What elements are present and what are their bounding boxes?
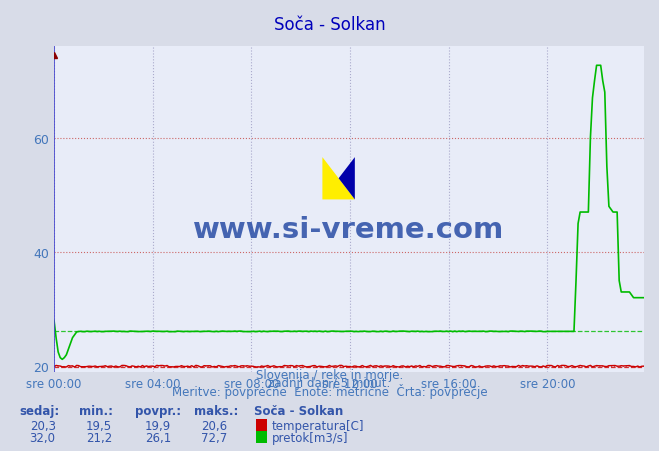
Text: 20,6: 20,6 [201,419,227,433]
Text: 72,7: 72,7 [201,431,227,444]
Polygon shape [322,158,355,200]
Text: zadnji dan / 5 minut.: zadnji dan / 5 minut. [268,377,391,390]
Text: Slovenija / reke in morje.: Slovenija / reke in morje. [256,368,403,381]
Text: 26,1: 26,1 [145,431,171,444]
Text: pretok[m3/s]: pretok[m3/s] [272,431,348,444]
Text: 19,5: 19,5 [86,419,112,433]
Text: min.:: min.: [79,404,113,417]
Text: Soča - Solkan: Soča - Solkan [273,16,386,34]
Text: Soča - Solkan: Soča - Solkan [254,404,343,417]
Text: temperatura[C]: temperatura[C] [272,419,364,433]
Text: 32,0: 32,0 [30,431,55,444]
Polygon shape [339,158,355,200]
Text: 21,2: 21,2 [86,431,112,444]
Text: 19,9: 19,9 [145,419,171,433]
Text: sedaj:: sedaj: [20,404,60,417]
Text: maks.:: maks.: [194,404,239,417]
Text: www.si-vreme.com: www.si-vreme.com [193,215,505,243]
Text: Meritve: povprečne  Enote: metrične  Črta: povprečje: Meritve: povprečne Enote: metrične Črta:… [172,383,487,398]
Polygon shape [322,158,355,200]
Text: povpr.:: povpr.: [135,404,181,417]
Text: 20,3: 20,3 [30,419,55,433]
